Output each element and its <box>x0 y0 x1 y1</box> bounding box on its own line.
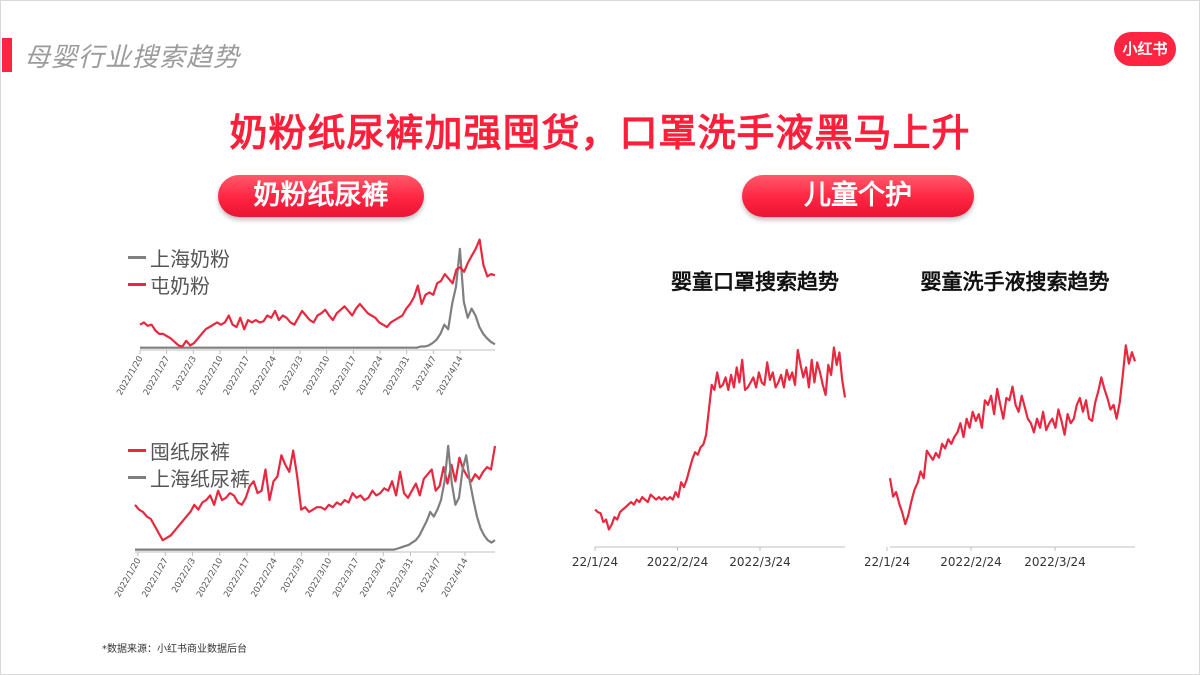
legend-label: 屯奶粉 <box>150 274 210 298</box>
chart-title-mask: 婴童口罩搜索趋势 <box>671 270 839 294</box>
section-title: 母婴行业搜索趋势 <box>24 43 241 73</box>
x-tick-label: 2022/2/17 <box>222 557 252 600</box>
series-line-2 <box>139 238 496 348</box>
x-tick-label: 2022/2/10 <box>195 355 225 398</box>
legend-item-stock-milk: 屯奶粉 <box>128 270 210 299</box>
x-tick-label: 2022/4/14 <box>435 355 465 398</box>
x-tick-label: 2022/2/3 <box>171 355 199 393</box>
x-tick-label: 2022/4/14 <box>440 557 470 600</box>
legend-label: 囤纸尿裤 <box>150 440 230 464</box>
x-tick-label: 2022/1/27 <box>140 557 170 600</box>
x-tick-label: 2022/3/24 <box>729 555 791 569</box>
x-tick-label: 2022/3/17 <box>331 557 361 600</box>
category-pill-milk-diapers: 奶粉纸尿裤 <box>218 175 424 217</box>
series-line-2 <box>135 444 496 551</box>
x-tick-label: 2022/4/7 <box>416 557 444 595</box>
legend-swatch-gray <box>128 256 146 259</box>
x-tick-label: 2022/1/27 <box>142 355 172 398</box>
x-tick-label: 2022/2/24 <box>940 555 1002 569</box>
xiaohongshu-logo: 小红书 <box>1114 32 1176 66</box>
legend-label: 上海纸尿裤 <box>150 467 250 491</box>
legend-item-stock-diapers: 囤纸尿裤 <box>128 436 230 465</box>
x-tick-label: 2022/3/3 <box>279 557 307 595</box>
x-tick-label: 2022/2/3 <box>170 557 198 595</box>
chart-milk-powder: 2022/1/202022/1/272022/2/32022/2/102022/… <box>115 238 496 398</box>
chart-kids-mask: 22/1/24 2022/2/24 2022/3/24 <box>572 346 847 569</box>
x-tick-label: 2022/3/10 <box>304 557 334 600</box>
x-tick-label: 2022/3/24 <box>355 355 385 398</box>
legend-swatch-red <box>128 449 146 452</box>
series-line-1 <box>134 445 497 542</box>
data-source-footnote: *数据来源：小红书商业数据后台 <box>102 644 247 655</box>
legend-label: 上海奶粉 <box>150 247 230 271</box>
legend-swatch-gray <box>128 476 146 479</box>
legend-swatch-red <box>128 283 146 286</box>
x-tick-label: 2022/3/24 <box>358 557 388 600</box>
x-tick-label: 2022/2/24 <box>249 557 279 600</box>
x-tick-label: 2022/3/31 <box>382 355 412 398</box>
x-tick-label: 2022/3/3 <box>278 355 306 393</box>
x-tick-label: 2022/2/10 <box>195 557 225 600</box>
x-tick-label: 2022/3/17 <box>328 355 358 398</box>
legend-item-shanghai-diapers: 上海纸尿裤 <box>128 463 250 492</box>
x-tick-label: 2022/3/10 <box>302 355 332 398</box>
section-accent-bar <box>2 38 12 72</box>
x-tick-label: 2022/3/31 <box>386 557 416 600</box>
x-tick-label: 2022/3/24 <box>1024 555 1086 569</box>
x-tick-label: 22/1/24 <box>865 555 910 569</box>
chart-kids-hand-sanitizer: 22/1/24 2022/2/24 2022/3/24 <box>865 344 1137 569</box>
x-tick-label: 2022/1/20 <box>115 355 145 398</box>
x-tick-label: 2022/2/17 <box>222 355 252 398</box>
series-line-1 <box>140 247 496 349</box>
series-line-1 <box>888 344 1137 526</box>
x-tick-label: 2022/4/7 <box>411 355 439 393</box>
headline: 奶粉纸尿裤加强囤货，口罩洗手液黑马上升 <box>229 111 971 155</box>
series-line-1 <box>594 346 847 531</box>
category-pill-kids-care: 儿童个护 <box>742 175 974 217</box>
x-tick-label: 22/1/24 <box>572 555 618 569</box>
chart-title-hand-sanitizer: 婴童洗手液搜索趋势 <box>920 270 1110 294</box>
legend-item-shanghai-milk: 上海奶粉 <box>128 243 230 272</box>
x-tick-label: 2022/1/20 <box>113 557 143 600</box>
x-tick-label: 2022/2/24 <box>248 355 278 398</box>
x-tick-label: 2022/2/24 <box>647 555 709 569</box>
